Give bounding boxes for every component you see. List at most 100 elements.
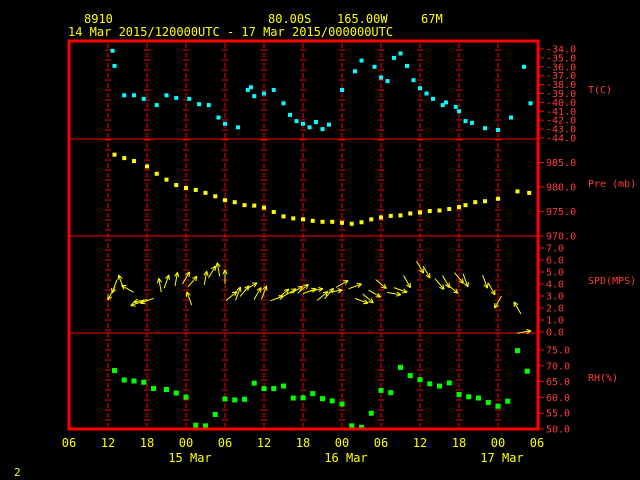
x-tick-label: 12	[413, 436, 427, 450]
plot-area: -34.0-35.0-36.0-37.0-38.0-39.0-40.0-41.0…	[69, 43, 636, 436]
data-point	[466, 394, 472, 400]
wind-arrow-head	[483, 284, 488, 289]
y-tick-label: 50.0	[546, 425, 570, 436]
data-point	[261, 386, 267, 392]
wind-arrow-head	[265, 285, 268, 291]
data-point	[262, 91, 266, 96]
wind-arrow-head	[303, 283, 309, 287]
data-point	[418, 86, 422, 91]
data-point	[310, 218, 315, 223]
wind-arrow-head	[452, 291, 458, 294]
wind-arrow	[187, 275, 198, 288]
wind-arrow	[446, 283, 459, 294]
wind-arrow	[297, 283, 309, 294]
wind-arrow-shaft	[283, 288, 297, 297]
data-point	[249, 85, 253, 90]
data-point	[444, 100, 448, 105]
x-tick-label: 18	[296, 436, 310, 450]
wind-arrow-shaft	[140, 297, 154, 304]
wind-arrow	[182, 271, 190, 285]
data-point	[164, 177, 169, 182]
wind-arrow-head	[121, 285, 125, 290]
data-point	[262, 205, 266, 210]
y-tick-label: -34.0	[546, 45, 576, 56]
wind-arrow-head	[317, 286, 324, 290]
data-point	[398, 213, 403, 218]
wind-arrow	[174, 272, 180, 287]
wind-arrow-head	[117, 274, 120, 281]
x-tick-label: 18	[140, 436, 154, 450]
data-point	[232, 397, 238, 403]
wind-arrow	[434, 278, 445, 290]
wind-arrow-head	[318, 288, 324, 293]
wind-arrow-head	[494, 304, 499, 309]
data-point	[470, 120, 474, 125]
wind-arrow-head	[463, 283, 469, 288]
wind-arrow-head	[262, 285, 267, 290]
data-point	[174, 183, 179, 188]
data-point	[151, 386, 156, 392]
y-tick-label: 7.0	[546, 244, 564, 255]
data-point	[307, 125, 312, 130]
x-tick-label: 06	[530, 436, 544, 450]
wind-arrow-shaft	[368, 289, 381, 298]
latitude: 80.00S	[268, 12, 311, 26]
wind-arrow-shaft	[163, 274, 170, 289]
wind-arrow	[454, 272, 464, 284]
wind-arrow-shaft	[186, 291, 193, 306]
data-point	[349, 423, 355, 429]
data-point	[392, 55, 396, 60]
x-tick-label: 06	[218, 436, 232, 450]
wind-arrow	[416, 260, 424, 274]
x-tick-label: 00	[179, 436, 193, 450]
data-point	[379, 215, 383, 220]
wind-arrow	[494, 295, 502, 309]
data-point	[222, 396, 228, 402]
data-point	[524, 368, 530, 374]
data-point	[353, 69, 357, 74]
y-tick-label: 975.0	[546, 207, 576, 218]
wind-arrow-shaft	[324, 287, 334, 300]
wind-arrow-shaft	[316, 291, 329, 301]
wind-arrow-head	[140, 302, 146, 305]
data-point	[327, 122, 331, 127]
data-point	[320, 219, 325, 224]
data-point	[515, 348, 520, 354]
data-point	[522, 64, 526, 69]
wind-arrow-head	[395, 294, 402, 297]
wind-arrow-shaft	[158, 278, 162, 293]
wind-arrow-head	[396, 291, 402, 296]
y-tick-label: 2.0	[546, 304, 564, 315]
data-point	[288, 112, 292, 117]
wind-arrow-shaft	[513, 301, 522, 315]
wind-arrow-shaft	[187, 275, 198, 288]
wind-arrow-head	[368, 301, 374, 304]
y-tick-label: -39.0	[546, 89, 576, 100]
data-point	[232, 200, 237, 205]
data-point	[173, 390, 179, 396]
wind-arrow	[482, 274, 489, 289]
wind-arrow-head	[525, 328, 532, 332]
x-tick-label: 00	[491, 436, 505, 450]
data-point	[330, 219, 335, 224]
data-point	[320, 127, 325, 132]
y-tick-label: -40.0	[546, 98, 576, 109]
wind-arrow-head	[337, 288, 343, 291]
elevation: 67M	[421, 12, 443, 26]
data-point	[408, 211, 413, 216]
y-tick-label: -35.0	[546, 53, 576, 64]
data-point	[339, 401, 345, 407]
wind-arrow-head	[406, 284, 411, 289]
wind-arrow-head	[203, 270, 208, 276]
wind-arrow	[163, 274, 170, 289]
x-tick-label: 06	[62, 436, 76, 450]
data-point	[473, 200, 478, 205]
data-point	[251, 380, 257, 386]
data-point	[252, 94, 257, 99]
wind-arrow-head	[490, 291, 496, 296]
data-point	[418, 210, 422, 215]
wind-arrow	[403, 275, 411, 289]
x-tick-label: 06	[374, 436, 388, 450]
data-point	[485, 399, 491, 405]
y-tick-label: 980.0	[546, 183, 576, 194]
